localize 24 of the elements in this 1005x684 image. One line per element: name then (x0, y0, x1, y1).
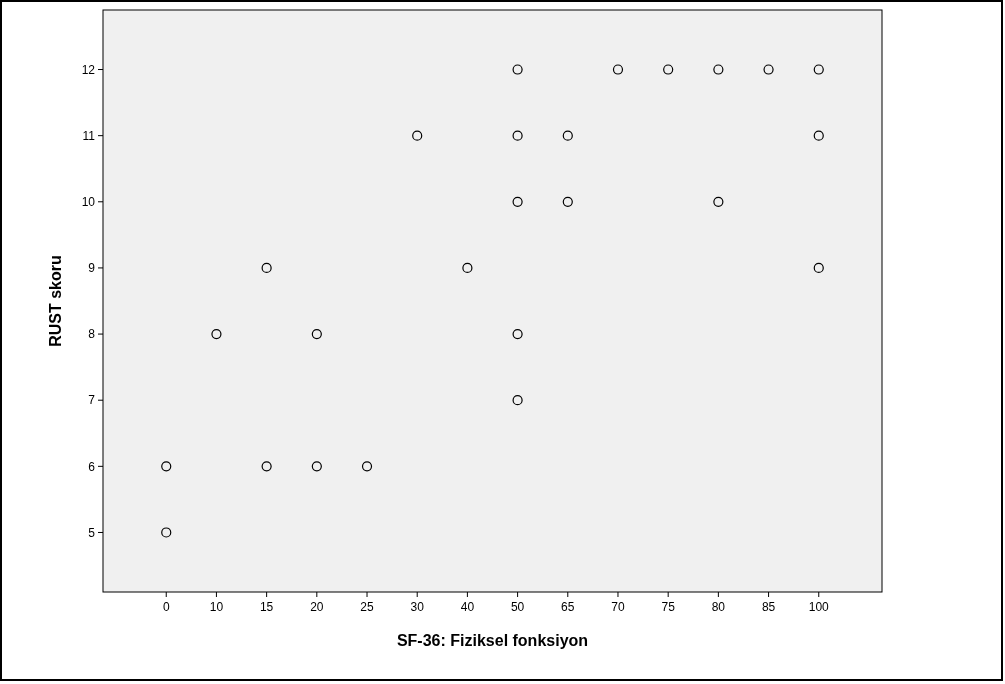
y-tick-label: 10 (81, 195, 96, 209)
y-tick-label: 12 (81, 62, 96, 77)
y-tick-label: 9 (88, 261, 96, 276)
x-tick-label: 0 (162, 600, 170, 614)
y-tick-label: 5 (88, 525, 96, 540)
x-tick-label: 75 (661, 600, 676, 614)
x-tick-label: 100 (808, 600, 830, 614)
y-tick-label: 8 (88, 327, 96, 342)
x-axis-title: SF-36: Fiziksel fonksiyon (396, 632, 589, 649)
x-tick-label: 50 (510, 600, 525, 614)
x-tick-label: 80 (711, 600, 726, 614)
x-tick-label: 20 (310, 600, 324, 614)
x-tick-label: 25 (360, 600, 375, 614)
y-tick-label: 7 (88, 393, 96, 408)
x-tick-label: 10 (209, 600, 224, 614)
x-tick-label: 15 (259, 600, 274, 614)
y-tick-label: 11 (82, 128, 96, 143)
y-axis-title: RUST skoru (47, 255, 64, 347)
x-tick-label: 70 (611, 600, 625, 614)
x-tick-label: 30 (410, 600, 425, 614)
x-tick-label: 40 (460, 600, 475, 614)
y-tick-label: 6 (88, 459, 96, 474)
x-tick-label: 65 (561, 600, 575, 614)
x-tick-label: 85 (761, 600, 776, 614)
